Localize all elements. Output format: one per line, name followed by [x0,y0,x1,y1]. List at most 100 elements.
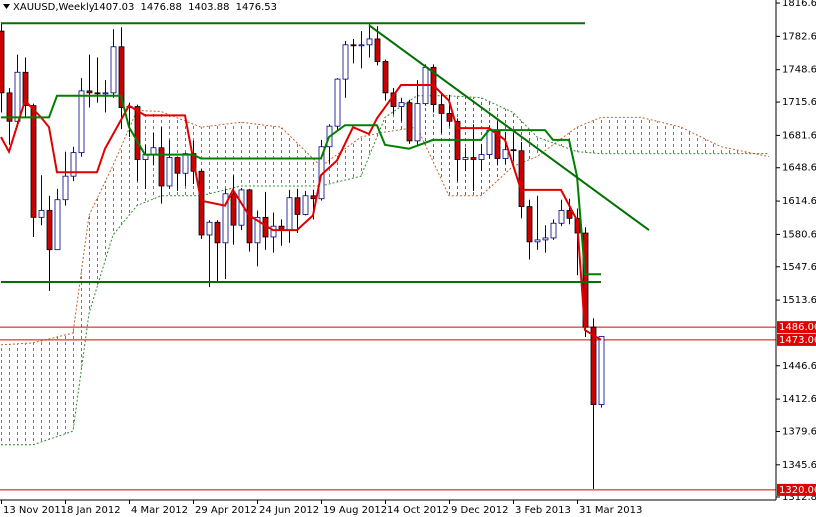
candle-body [78,90,85,154]
candle-body [302,195,309,215]
x-tick-label: 19 Aug 2012 [323,505,387,516]
candle-body [54,199,61,251]
y-tick-label: 1446.60 [782,361,816,372]
candle-body [110,46,117,94]
candle-body [310,195,317,200]
x-tick-label: 29 Apr 2012 [195,505,257,516]
candle-body [446,113,453,122]
y-tick-label: 1513.60 [782,295,816,306]
candle-body [486,129,493,156]
candle-body [350,44,357,47]
candle-body [518,150,525,207]
candle-body [158,147,165,187]
indicator-line [1,94,601,276]
level-label: 1320.00 [779,485,816,496]
candle-body [70,152,77,177]
y-tick-label: 1580.60 [782,229,816,240]
candle-body [526,206,533,243]
x-tick-label: 9 Dec 2012 [451,505,509,516]
cloud-segment [281,127,321,186]
cloud-segment [73,215,89,432]
candle-body [510,149,517,152]
candle-body [254,216,261,244]
candle-body [342,44,349,80]
candle-body [6,92,13,122]
y-tick-label: 1412.60 [782,394,816,405]
candle-body [406,102,413,142]
candle-body [542,237,549,241]
y-tick-label: 1648.60 [782,163,816,174]
candle-body [286,197,293,231]
y-tick-label: 1715.60 [782,97,816,108]
candle-body [558,210,565,224]
candle-body [14,71,21,122]
y-tick-label: 1748.60 [782,65,816,76]
cloud-segment [321,136,361,186]
cloud-segment [113,110,137,235]
candle-body [534,239,541,243]
candle-body [366,38,373,46]
cloud-span-a [0,109,770,346]
cloud-segment [137,110,161,206]
header-high: 1476.88 [141,2,182,13]
x-tick-label: 14 Oct 2012 [387,505,449,516]
y-tick-label: 1547.60 [782,262,816,273]
header-low: 1403.88 [188,2,229,13]
candle-body [438,104,445,114]
plot-area [0,22,776,491]
candle-body [374,38,381,62]
candle-body [0,30,5,94]
y-tick-label: 1614.60 [782,196,816,207]
candle-body [62,175,69,201]
level-label-box [777,321,816,334]
candle-body [502,149,509,159]
cloud-segment [537,127,577,157]
candle-body [294,197,301,215]
candle-body [478,154,485,160]
cloud-segment [577,117,601,154]
cloud-span-b [1,95,769,446]
y-tick-label: 1782.60 [782,31,816,42]
candle-body [102,92,109,95]
candle-body [22,71,29,106]
y-tick-label: 1379.60 [782,426,816,437]
level-label-box [777,483,816,496]
cloud-segment [601,117,641,154]
x-tick-label: 13 Nov 2011 [3,505,67,516]
candle-body [414,103,421,142]
level-label-box [777,333,816,346]
y-tick-label: 1312.80 [782,492,816,503]
candle-body [334,78,341,127]
x-tick-label: 8 Jan 2012 [67,505,121,516]
candle-body [590,326,597,406]
menu-icon [3,4,10,9]
candle-body [182,153,189,174]
x-tick-label: 31 Mar 2013 [579,505,642,516]
chart-title: XAUUSD,Weekly [13,2,95,13]
candle-body [166,157,173,187]
header-close: 1476.53 [236,2,277,13]
indicator-line [0,84,602,341]
y-tick-label: 1345.60 [782,460,816,471]
cloud-segment [89,165,113,314]
x-tick-label: 3 Feb 2013 [515,505,571,516]
cloud-segment [33,333,73,445]
candle-body [86,90,93,94]
candle-body [118,46,125,108]
candle-body [150,147,157,156]
x-tick-label: 24 Jun 2012 [259,505,319,516]
candle-body [46,210,53,251]
candle-body [598,336,605,405]
x-tick-label: 4 Mar 2012 [131,505,188,516]
candle-body [230,193,237,226]
candle-body [134,106,141,160]
candle-body [382,61,389,94]
header-open: 1407.03 [93,2,134,13]
candle-body [198,170,205,236]
trend-line [368,24,650,231]
candle-body [270,225,277,238]
level-label: 1486.00 [779,322,816,333]
candle-body [94,92,101,95]
cloud-segment [681,127,721,154]
